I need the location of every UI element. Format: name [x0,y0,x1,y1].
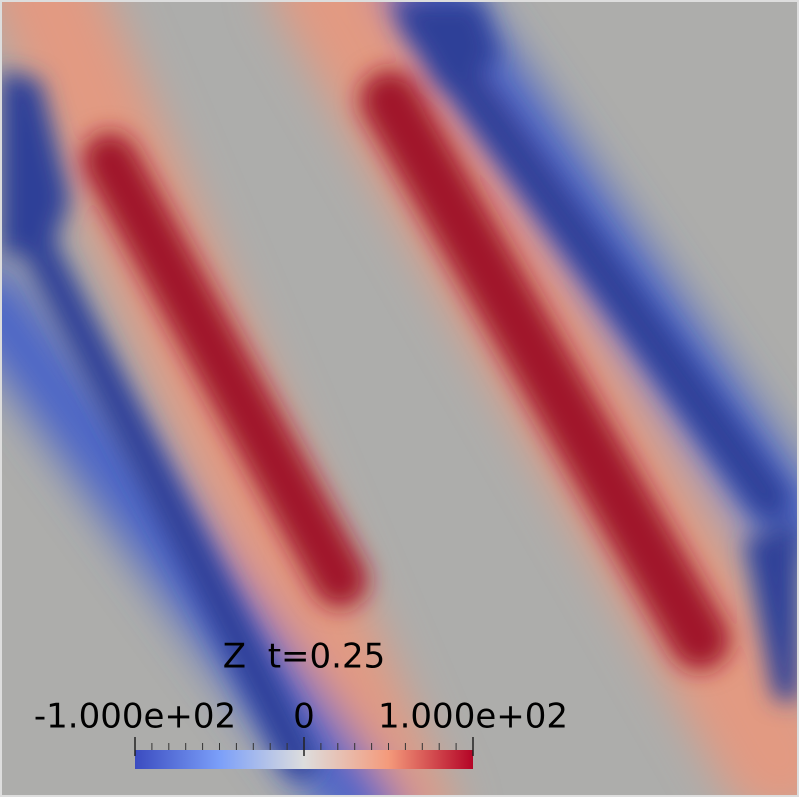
tick-label: 1.000e+02 [378,697,568,737]
tick-label: 0 [293,697,315,737]
tick-label: -1.000e+02 [34,697,236,737]
colorbar-title: Z t=0.25 [223,637,385,677]
colorbar-gradient [135,750,473,769]
colorbar: Z t=0.25 -1.000e+02 0 1.000e+02 [34,637,568,769]
